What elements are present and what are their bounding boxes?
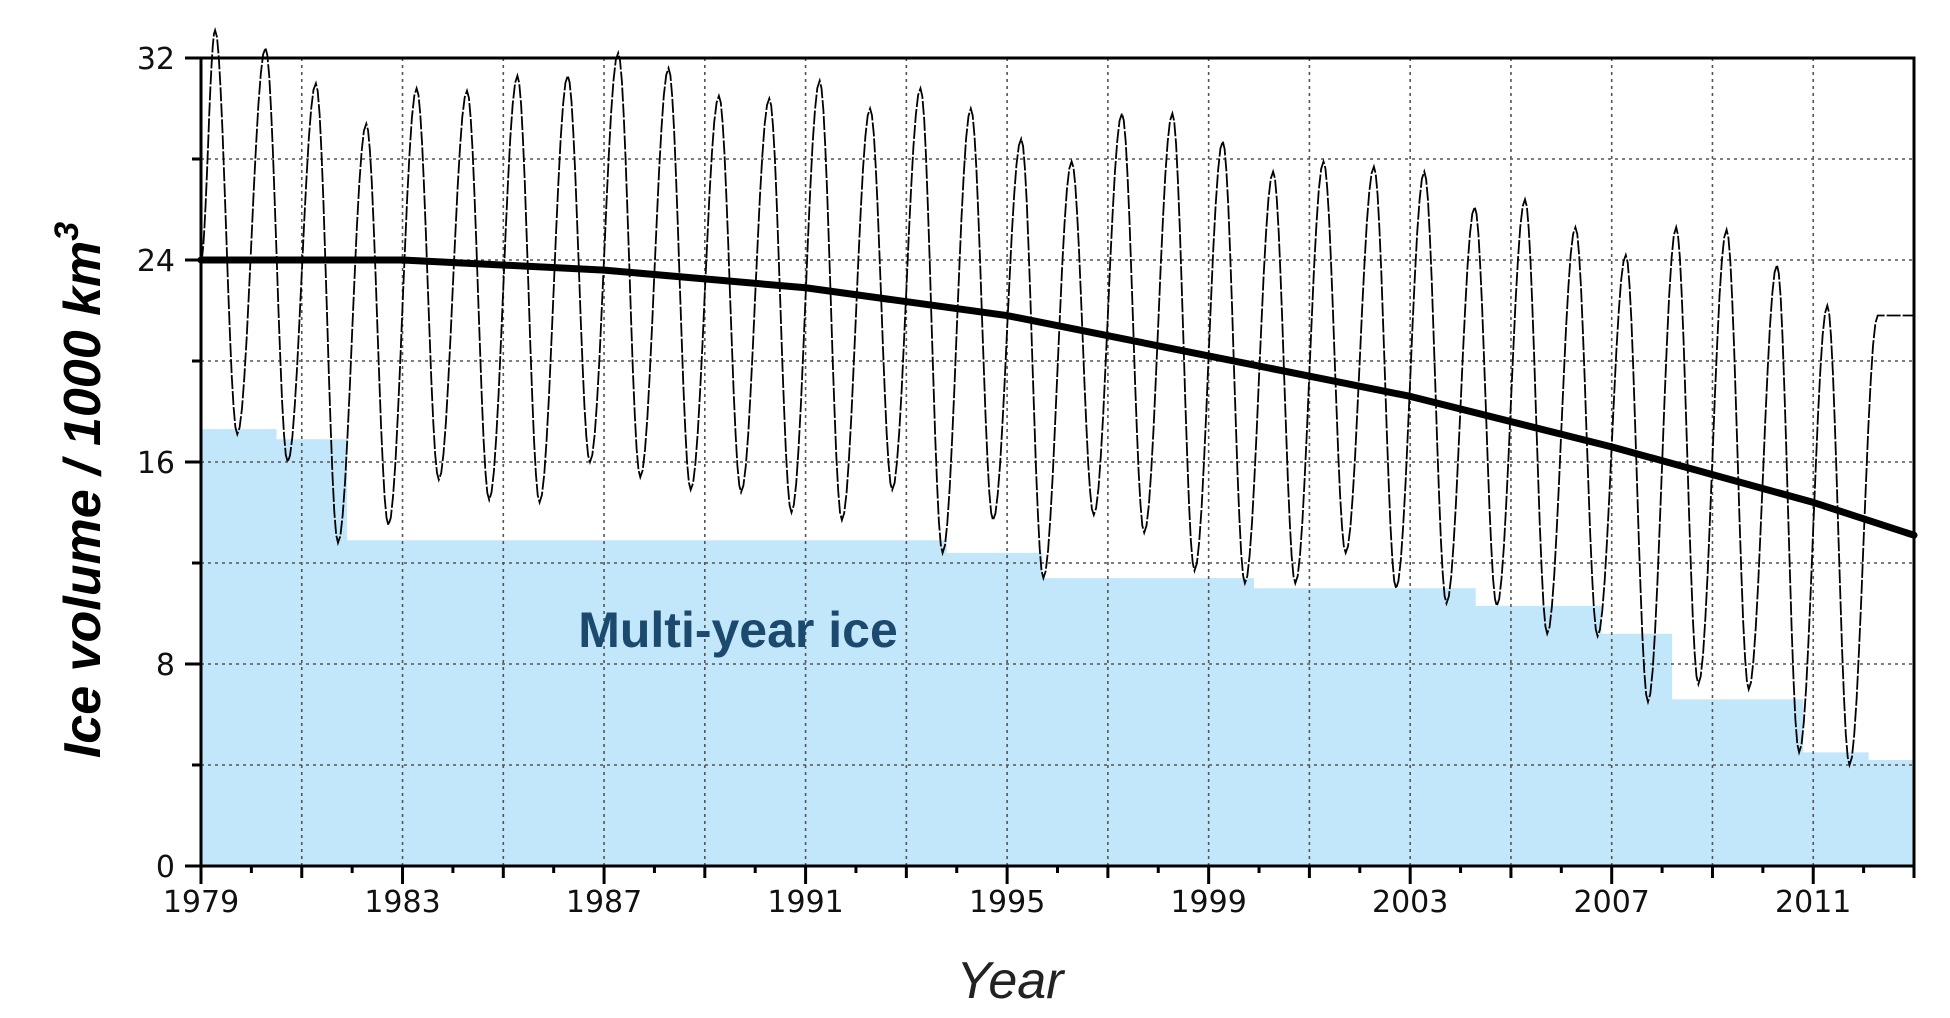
y-axis-title-group: Ice volume / 1000 km3: [48, 222, 112, 758]
y-tick-label: 32: [137, 42, 175, 77]
x-tick-label: 1991: [767, 885, 843, 920]
y-tick-label: 0: [156, 850, 175, 885]
x-tick-label: 2011: [1775, 885, 1851, 920]
multi-year-ice-label: Multi-year ice: [578, 602, 898, 658]
tick-labels: 1979 1983 1987 1991 1995 1999 2003 2007 2011 0 8 16…: [137, 42, 1852, 920]
x-tick-label: 1979: [163, 885, 239, 920]
x-tick-label: 1987: [566, 885, 642, 920]
y-axis-title-text: Ice volume / 1000 km: [54, 241, 112, 758]
x-tick-label: 1995: [969, 885, 1045, 920]
y-tick-label: 8: [156, 648, 175, 683]
trend-line: [197, 256, 1918, 539]
x-tick-label: 2003: [1372, 885, 1448, 920]
y-axis-title: Ice volume / 1000 km3: [48, 222, 112, 758]
seasonal-volume-line: [200, 26, 1914, 769]
y-axis-title-superscript: 3: [48, 222, 86, 241]
x-axis-title: Year: [957, 952, 1067, 1010]
y-tick-label: 24: [137, 244, 175, 279]
x-tick-label: 1983: [364, 885, 440, 920]
trend-layer: [197, 256, 1918, 539]
seasonal-volume-layer: [200, 26, 1914, 769]
x-tick-label: 1999: [1170, 885, 1246, 920]
y-tick-label: 16: [137, 446, 175, 481]
axes: [185, 56, 1916, 884]
multi-year-ice-layer: [201, 429, 1914, 866]
x-tick-label: 2007: [1574, 885, 1650, 920]
multi-year-ice-area: [201, 429, 1914, 866]
